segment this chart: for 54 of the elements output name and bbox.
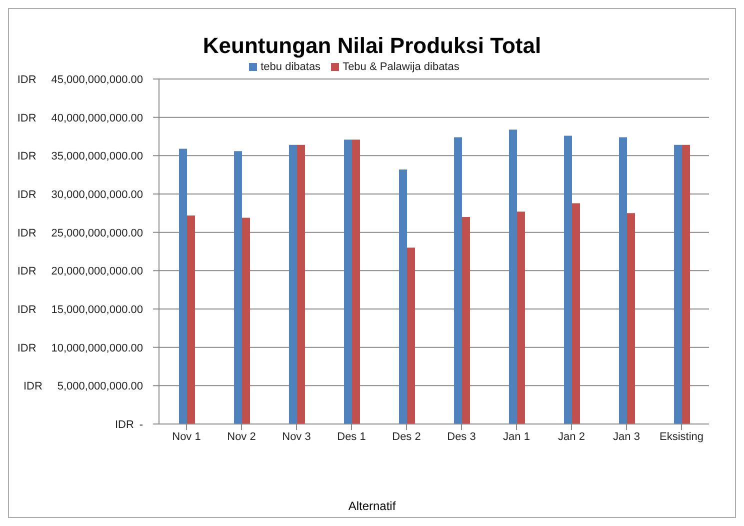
bar — [399, 169, 407, 424]
x-tick-label: Des 3 — [447, 430, 476, 443]
bar — [344, 140, 352, 424]
bar — [234, 151, 242, 424]
text: IDR — [17, 150, 36, 163]
text: IDR — [17, 189, 36, 201]
y-tick-label: 40,000,000,000.00 — [51, 112, 143, 124]
x-tick-label: Nov 2 — [227, 430, 256, 443]
legend-label: Tebu & Palawija dibatas — [342, 61, 460, 73]
bar — [179, 148, 187, 424]
bar — [619, 137, 627, 424]
text: IDR — [17, 304, 36, 316]
bar — [517, 212, 525, 424]
y-tick-label: 35,000,000,000.00 — [51, 150, 143, 163]
bar — [242, 218, 250, 424]
y-tick-label: 5,000,000,000.00 — [57, 380, 143, 393]
y-tick-label: - — [139, 419, 144, 431]
bar — [407, 248, 415, 424]
x-tick-label: Eksisting — [659, 430, 704, 443]
y-tick-label: 15,000,000,000.00 — [51, 304, 143, 316]
bar — [289, 144, 297, 424]
bar — [462, 217, 470, 424]
bar — [454, 137, 462, 424]
x-tick-label: Des 2 — [392, 430, 421, 443]
bar — [297, 144, 305, 424]
text: IDR — [17, 112, 36, 124]
bar — [627, 213, 635, 424]
y-tick-label: 20,000,000,000.00 — [51, 266, 143, 278]
x-tick-label: Jan 2 — [558, 430, 585, 443]
x-tick-label: Des 1 — [337, 430, 366, 443]
chart-title: Keuntungan Nilai Produksi Total — [202, 33, 542, 59]
text: IDR — [17, 227, 36, 240]
text: IDR — [17, 342, 36, 354]
bar — [352, 140, 360, 424]
legend-label: tebu dibatas — [260, 61, 321, 73]
text: IDR — [17, 266, 36, 278]
bar — [572, 203, 580, 424]
y-tick-label: 10,000,000,000.00 — [51, 342, 143, 354]
x-tick-label: Nov 3 — [282, 430, 311, 443]
bar — [674, 144, 682, 424]
x-tick-label: Jan 1 — [503, 430, 530, 443]
bar — [682, 144, 690, 424]
text: IDR — [23, 380, 42, 393]
x-axis-title: Alternatif — [347, 499, 397, 513]
text: IDR — [17, 74, 36, 86]
x-tick-label: Jan 3 — [613, 430, 640, 443]
bar — [564, 136, 572, 424]
bar — [509, 130, 517, 424]
y-tick-label: 45,000,000,000.00 — [51, 74, 143, 86]
y-tick-label: 25,000,000,000.00 — [51, 227, 143, 240]
text: IDR — [114, 419, 134, 431]
x-tick-label: Nov 1 — [172, 430, 201, 443]
bar — [187, 215, 195, 424]
y-tick-label: 30,000,000,000.00 — [51, 189, 143, 201]
